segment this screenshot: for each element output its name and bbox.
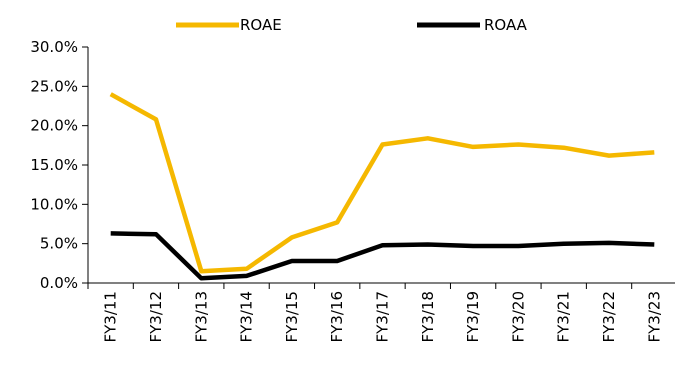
y-axis: 0.0% 5.0% 10.0% 15.0% 20.0% 25.0% 30.0%	[30, 38, 88, 292]
x-tick-label: FY3/15	[283, 291, 301, 342]
x-tick-label: FY3/18	[419, 291, 437, 342]
y-tick-label: 10.0%	[30, 195, 78, 213]
series-layer	[111, 94, 655, 278]
y-tick-label: 20.0%	[30, 117, 78, 135]
legend-label-roaa: ROAA	[484, 16, 528, 34]
x-tick-label: FY3/13	[192, 291, 210, 342]
x-tick-label: FY3/11	[102, 291, 120, 342]
legend: ROAE ROAA	[176, 16, 528, 34]
x-tick-label: FY3/17	[374, 291, 392, 342]
x-tick-label: FY3/19	[464, 291, 482, 342]
y-tick-label: 15.0%	[30, 156, 78, 174]
x-tick-label: FY3/23	[645, 291, 663, 342]
x-tick-label: FY3/12	[147, 291, 165, 342]
y-tick-label: 0.0%	[40, 274, 78, 292]
y-tick-label: 25.0%	[30, 77, 78, 95]
y-tick-label: 5.0%	[40, 235, 78, 253]
x-tick-label: FY3/20	[509, 291, 527, 342]
x-tick-label: FY3/22	[600, 291, 618, 342]
x-tick-label: FY3/21	[555, 291, 573, 342]
y-tick-label: 30.0%	[30, 38, 78, 56]
x-tick-label: FY3/14	[238, 291, 256, 342]
x-axis: FY3/11 FY3/12 FY3/13 FY3/14 FY3/15 FY3/16 FY3/…	[88, 283, 675, 342]
x-tick-label: FY3/16	[328, 291, 346, 342]
legend-label-roae: ROAE	[240, 16, 282, 34]
